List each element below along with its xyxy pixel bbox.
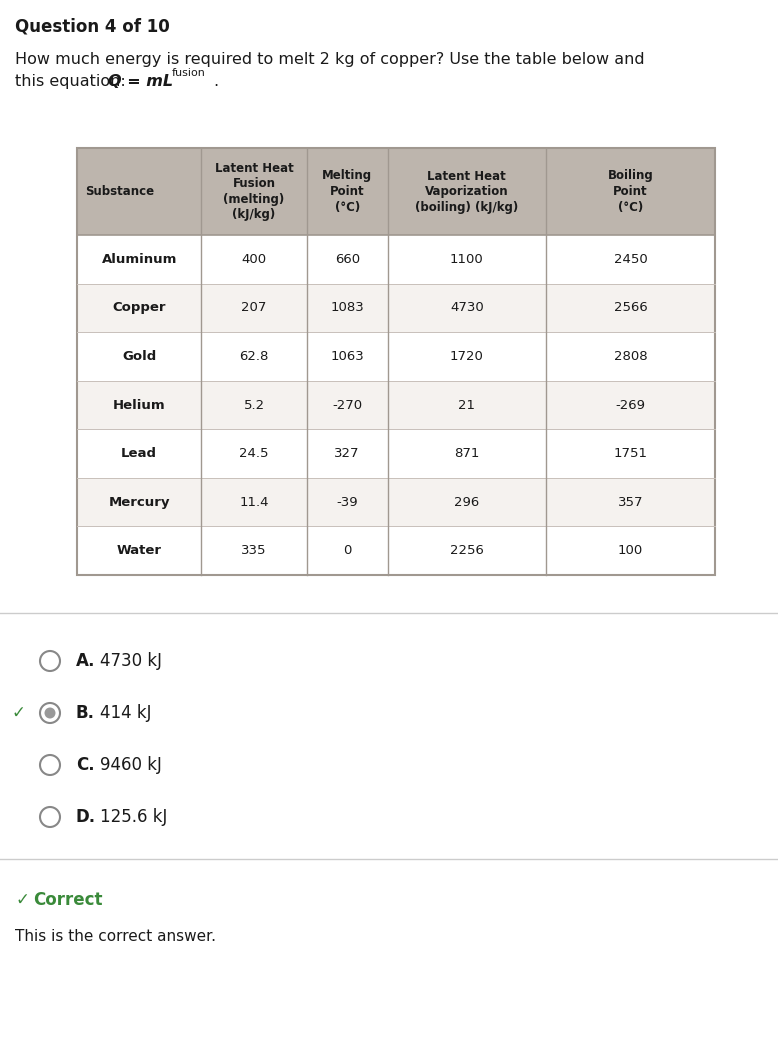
Circle shape (40, 755, 60, 775)
Text: 100: 100 (618, 544, 643, 557)
Text: 2566: 2566 (614, 302, 647, 314)
Text: 357: 357 (618, 496, 643, 509)
Text: 1063: 1063 (331, 349, 364, 363)
Text: 2256: 2256 (450, 544, 484, 557)
Text: Melting
Point
(°C): Melting Point (°C) (322, 170, 372, 213)
Text: .: . (213, 74, 218, 89)
Text: Helium: Helium (113, 398, 166, 412)
Bar (77, 284, 715, 332)
Bar (77, 332, 715, 381)
Text: Copper: Copper (113, 302, 166, 314)
Text: fusion: fusion (172, 68, 206, 78)
Text: 660: 660 (335, 253, 359, 266)
Text: 9460 kJ: 9460 kJ (100, 756, 162, 774)
Text: this equation:: this equation: (15, 74, 131, 89)
Text: 1100: 1100 (450, 253, 484, 266)
Text: 871: 871 (454, 447, 479, 460)
Bar (77, 477, 715, 526)
Text: 4730: 4730 (450, 302, 484, 314)
Text: Latent Heat
Vaporization
(boiling) (kJ/kg): Latent Heat Vaporization (boiling) (kJ/k… (415, 170, 518, 213)
Text: A.: A. (76, 652, 96, 670)
Text: This is the correct answer.: This is the correct answer. (15, 929, 216, 944)
Text: 2450: 2450 (614, 253, 647, 266)
Text: Boiling
Point
(°C): Boiling Point (°C) (608, 170, 654, 213)
Text: Substance: Substance (85, 185, 154, 198)
Text: 21: 21 (458, 398, 475, 412)
Text: 5.2: 5.2 (244, 398, 265, 412)
Text: Mercury: Mercury (108, 496, 170, 509)
Text: Lead: Lead (121, 447, 157, 460)
Bar (77, 235, 715, 284)
Text: Water: Water (117, 544, 162, 557)
Text: -39: -39 (336, 496, 358, 509)
Text: -270: -270 (332, 398, 363, 412)
Text: 335: 335 (241, 544, 267, 557)
Text: 207: 207 (241, 302, 267, 314)
Text: 0: 0 (343, 544, 352, 557)
Text: ✓: ✓ (11, 704, 25, 722)
Text: Q = mL: Q = mL (108, 74, 173, 89)
Text: 125.6 kJ: 125.6 kJ (100, 808, 167, 826)
Bar (77, 381, 715, 430)
Text: 1083: 1083 (331, 302, 364, 314)
Text: 414 kJ: 414 kJ (100, 704, 152, 722)
Text: Correct: Correct (33, 891, 103, 909)
Text: 4730 kJ: 4730 kJ (100, 652, 162, 670)
Text: 1751: 1751 (614, 447, 647, 460)
Bar (77, 148, 715, 575)
Circle shape (44, 707, 55, 719)
Text: C.: C. (76, 756, 95, 774)
Text: Gold: Gold (122, 349, 156, 363)
Text: Aluminum: Aluminum (101, 253, 177, 266)
Text: 11.4: 11.4 (240, 496, 268, 509)
Text: Latent Heat
Fusion
(melting)
(kJ/kg): Latent Heat Fusion (melting) (kJ/kg) (215, 162, 293, 222)
Text: Question 4 of 10: Question 4 of 10 (15, 18, 170, 36)
Bar (77, 430, 715, 477)
Text: ✓: ✓ (15, 891, 29, 909)
Text: -269: -269 (615, 398, 646, 412)
Circle shape (40, 703, 60, 723)
Text: 1720: 1720 (450, 349, 484, 363)
Text: 2808: 2808 (614, 349, 647, 363)
Text: 400: 400 (241, 253, 267, 266)
Circle shape (40, 651, 60, 671)
Text: 327: 327 (335, 447, 360, 460)
Text: D.: D. (76, 808, 96, 826)
Text: 24.5: 24.5 (240, 447, 268, 460)
Bar (77, 148, 715, 235)
Text: How much energy is required to melt 2 kg of copper? Use the table below and: How much energy is required to melt 2 kg… (15, 52, 645, 67)
Circle shape (40, 807, 60, 827)
Text: 62.8: 62.8 (240, 349, 268, 363)
Text: 296: 296 (454, 496, 479, 509)
Bar (77, 526, 715, 575)
Text: B.: B. (76, 704, 95, 722)
